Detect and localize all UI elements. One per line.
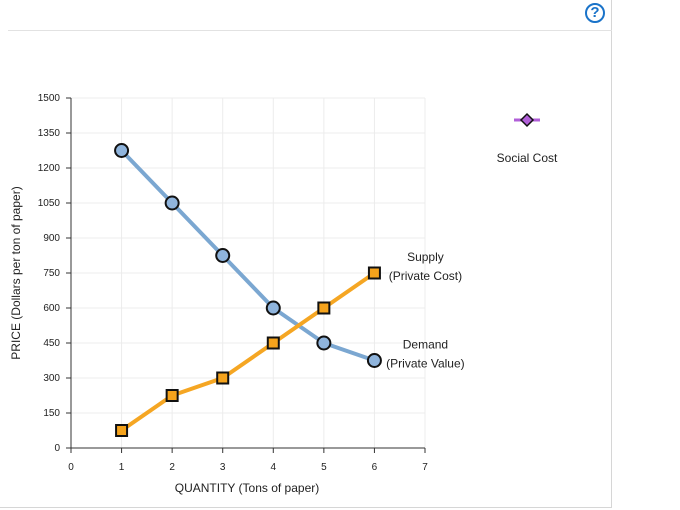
y-axis-title: PRICE (Dollars per ton of paper) [9,186,23,359]
demand-point[interactable] [164,195,180,211]
demand-point[interactable] [265,300,281,316]
x-tick-label: 4 [271,462,277,473]
x-tick-label: 6 [372,462,378,473]
x-axis-title: QUANTITY (Tons of paper) [175,481,320,495]
x-tick-label: 3 [220,462,226,473]
x-tick-label: 1 [119,462,125,473]
demand-point[interactable] [215,248,231,263]
y-tick-label: 300 [43,373,60,384]
y-tick-label: 1500 [38,93,61,104]
demand-label: Demand [403,338,448,352]
y-tick-label: 1350 [38,128,61,139]
graph-panel: ? 0 150 300 450 600 750 900 1050 1200 1350 1500 0 1 2… [0,0,612,508]
y-tick-label: 900 [43,233,60,244]
series-markers[interactable] [114,143,382,437]
supply-label: (Private Cost) [389,269,462,283]
tick-labels: 0 150 300 450 600 750 900 1050 1200 1350 1500 0 1 2 3 4… [38,93,428,473]
demand-point[interactable] [114,143,130,158]
demand-point[interactable] [366,353,382,368]
y-tick-label: 600 [43,303,60,314]
y-tick-label: 1200 [38,163,61,174]
supply-point[interactable] [367,266,381,280]
x-tick-label: 5 [321,462,327,473]
axes [66,97,426,453]
y-tick-label: 750 [43,268,60,279]
series-labels: Demand (Private Value) Supply (Private Cost… [386,250,464,371]
supply-label: Supply [407,250,444,264]
supply-point[interactable] [165,389,179,402]
demand-point[interactable] [316,335,332,351]
panel-divider [8,30,612,31]
supply-point[interactable] [115,424,129,437]
y-tick-label: 450 [43,338,60,349]
y-tick-label: 1050 [38,198,61,209]
supply-point[interactable] [317,301,331,315]
supply-point[interactable] [266,336,280,350]
x-tick-label: 0 [68,462,74,473]
y-tick-label: 0 [54,443,60,454]
series-lines [120,149,376,433]
legend[interactable]: Social Cost [497,112,558,165]
x-tick-label: 2 [169,462,175,473]
demand-label: (Private Value) [386,357,464,371]
supply-point[interactable] [216,371,230,385]
supply-line [120,271,376,433]
social-cost-legend-marker[interactable] [519,112,535,128]
chart-svg[interactable]: 0 150 300 450 600 750 900 1050 1200 1350 1500 0 1 2 3 4… [0,0,612,508]
social-cost-legend-label: Social Cost [497,151,558,165]
demand-line [120,149,376,363]
y-tick-label: 150 [43,408,60,419]
x-tick-label: 7 [422,462,428,473]
help-icon[interactable]: ? [585,3,605,23]
